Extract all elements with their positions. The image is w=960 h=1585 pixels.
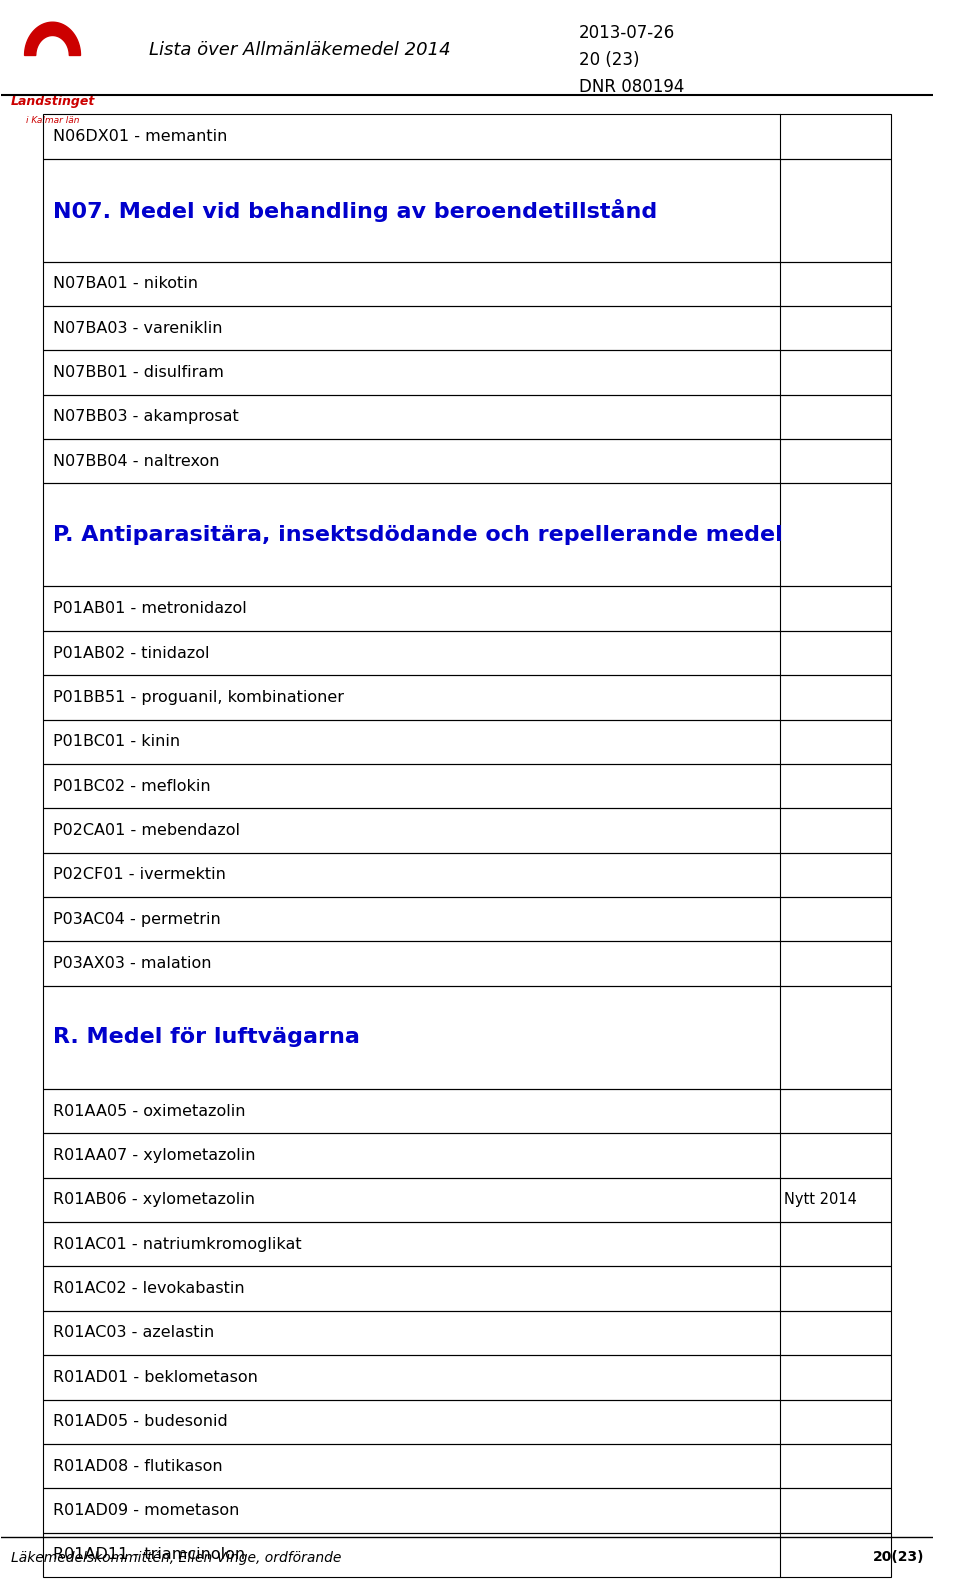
Text: N07BA01 - nikotin: N07BA01 - nikotin: [53, 276, 198, 292]
Text: 2013-07-26: 2013-07-26: [579, 24, 676, 41]
Text: R01AC02 - levokabastin: R01AC02 - levokabastin: [53, 1281, 244, 1297]
Text: P03AC04 - permetrin: P03AC04 - permetrin: [53, 911, 220, 927]
Text: P01BC02 - meflokin: P01BC02 - meflokin: [53, 778, 210, 794]
Text: 20 (23): 20 (23): [579, 51, 639, 68]
Text: P02CF01 - ivermektin: P02CF01 - ivermektin: [53, 867, 226, 883]
Text: P01BB51 - proguanil, kombinationer: P01BB51 - proguanil, kombinationer: [53, 689, 344, 705]
Text: Landstinget: Landstinget: [11, 95, 95, 108]
Text: R01AD08 - flutikason: R01AD08 - flutikason: [53, 1458, 222, 1474]
Text: N07BA03 - vareniklin: N07BA03 - vareniklin: [53, 320, 222, 336]
Text: R01AB06 - xylometazolin: R01AB06 - xylometazolin: [53, 1192, 254, 1208]
Text: R01AA05 - oximetazolin: R01AA05 - oximetazolin: [53, 1103, 245, 1119]
Polygon shape: [25, 22, 81, 55]
Text: N06DX01 - memantin: N06DX01 - memantin: [53, 128, 227, 144]
Text: R01AC03 - azelastin: R01AC03 - azelastin: [53, 1325, 214, 1341]
Text: R01AD05 - budesonid: R01AD05 - budesonid: [53, 1414, 228, 1430]
Text: 20(23): 20(23): [873, 1550, 924, 1564]
Text: N07BB01 - disulfiram: N07BB01 - disulfiram: [53, 365, 224, 380]
Text: P01AB02 - tinidazol: P01AB02 - tinidazol: [53, 645, 209, 661]
Text: N07BB03 - akamprosat: N07BB03 - akamprosat: [53, 409, 238, 425]
Text: R01AD11 - triamcinolon: R01AD11 - triamcinolon: [53, 1547, 245, 1563]
Text: DNR 080194: DNR 080194: [579, 78, 684, 95]
Text: N07BB04 - naltrexon: N07BB04 - naltrexon: [53, 453, 219, 469]
Text: P01BC01 - kinin: P01BC01 - kinin: [53, 734, 180, 750]
Text: P02CA01 - mebendazol: P02CA01 - mebendazol: [53, 823, 240, 838]
Text: P03AX03 - malation: P03AX03 - malation: [53, 956, 211, 972]
Text: P01AB01 - metronidazol: P01AB01 - metronidazol: [53, 601, 247, 617]
Text: i Kalmar län: i Kalmar län: [26, 116, 80, 125]
Text: R01AD09 - mometason: R01AD09 - mometason: [53, 1503, 239, 1518]
Text: R. Medel för luftvägarna: R. Medel för luftvägarna: [53, 1027, 359, 1048]
Text: R01AD01 - beklometason: R01AD01 - beklometason: [53, 1369, 257, 1385]
Text: R01AA07 - xylometazolin: R01AA07 - xylometazolin: [53, 1148, 255, 1163]
Text: R01AC01 - natriumkromoglikat: R01AC01 - natriumkromoglikat: [53, 1236, 301, 1252]
Text: Läkemedelskommittén, Ellen Vinge, ordförande: Läkemedelskommittén, Ellen Vinge, ordför…: [11, 1550, 341, 1564]
Text: Lista över Allmänläkemedel 2014: Lista över Allmänläkemedel 2014: [149, 41, 450, 59]
Text: Nytt 2014: Nytt 2014: [784, 1192, 857, 1208]
Text: N07. Medel vid behandling av beroendetillstånd: N07. Medel vid behandling av beroendetil…: [53, 198, 657, 222]
Text: P. Antiparasitära, insektsdödande och repellerande medel: P. Antiparasitära, insektsdödande och re…: [53, 525, 782, 545]
